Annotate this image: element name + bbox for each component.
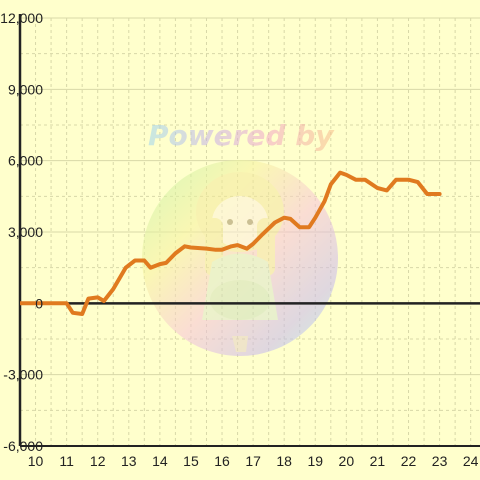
x-tick-label: 17: [245, 453, 261, 469]
x-tick-label: 12: [90, 453, 106, 469]
axes: [18, 14, 480, 447]
y-tick-label: -3,000: [3, 367, 43, 383]
y-tick-label: 3,000: [8, 224, 43, 240]
x-tick-label: 20: [339, 453, 355, 469]
y-tick-label: -6,000: [3, 438, 43, 454]
grid: [19, 17, 480, 447]
series-layer: [20, 170, 442, 316]
anime-mascot-logo-icon: [196, 172, 284, 352]
x-tick-label: 19: [307, 453, 323, 469]
x-tick-label: 18: [276, 453, 292, 469]
x-tick-label: 24: [463, 453, 479, 469]
x-tick-label: 10: [28, 453, 44, 469]
series-line: [20, 170, 442, 316]
y-tick-label: 6,000: [8, 153, 43, 169]
watermark-circle: [142, 160, 338, 356]
x-tick-label: 22: [401, 453, 417, 469]
x-tick-label: 21: [370, 453, 386, 469]
watermark-text: Powered by: [148, 119, 335, 152]
x-tick-label: 23: [432, 453, 448, 469]
y-tick-label: 9,000: [8, 81, 43, 97]
watermark: Powered by: [142, 119, 338, 356]
x-tick-label: 13: [121, 453, 137, 469]
x-tick-label: 16: [214, 453, 230, 469]
y-tick-label: 0: [35, 295, 43, 311]
x-tick-label: 14: [152, 453, 168, 469]
x-tick-label: 15: [183, 453, 199, 469]
y-tick-label: 12,000: [0, 10, 43, 26]
tick-labels: -6,000 -3,000 0 3,000 6,000 9,000 12,000 10 11 12…: [0, 10, 479, 469]
x-tick-label: 11: [59, 453, 74, 469]
